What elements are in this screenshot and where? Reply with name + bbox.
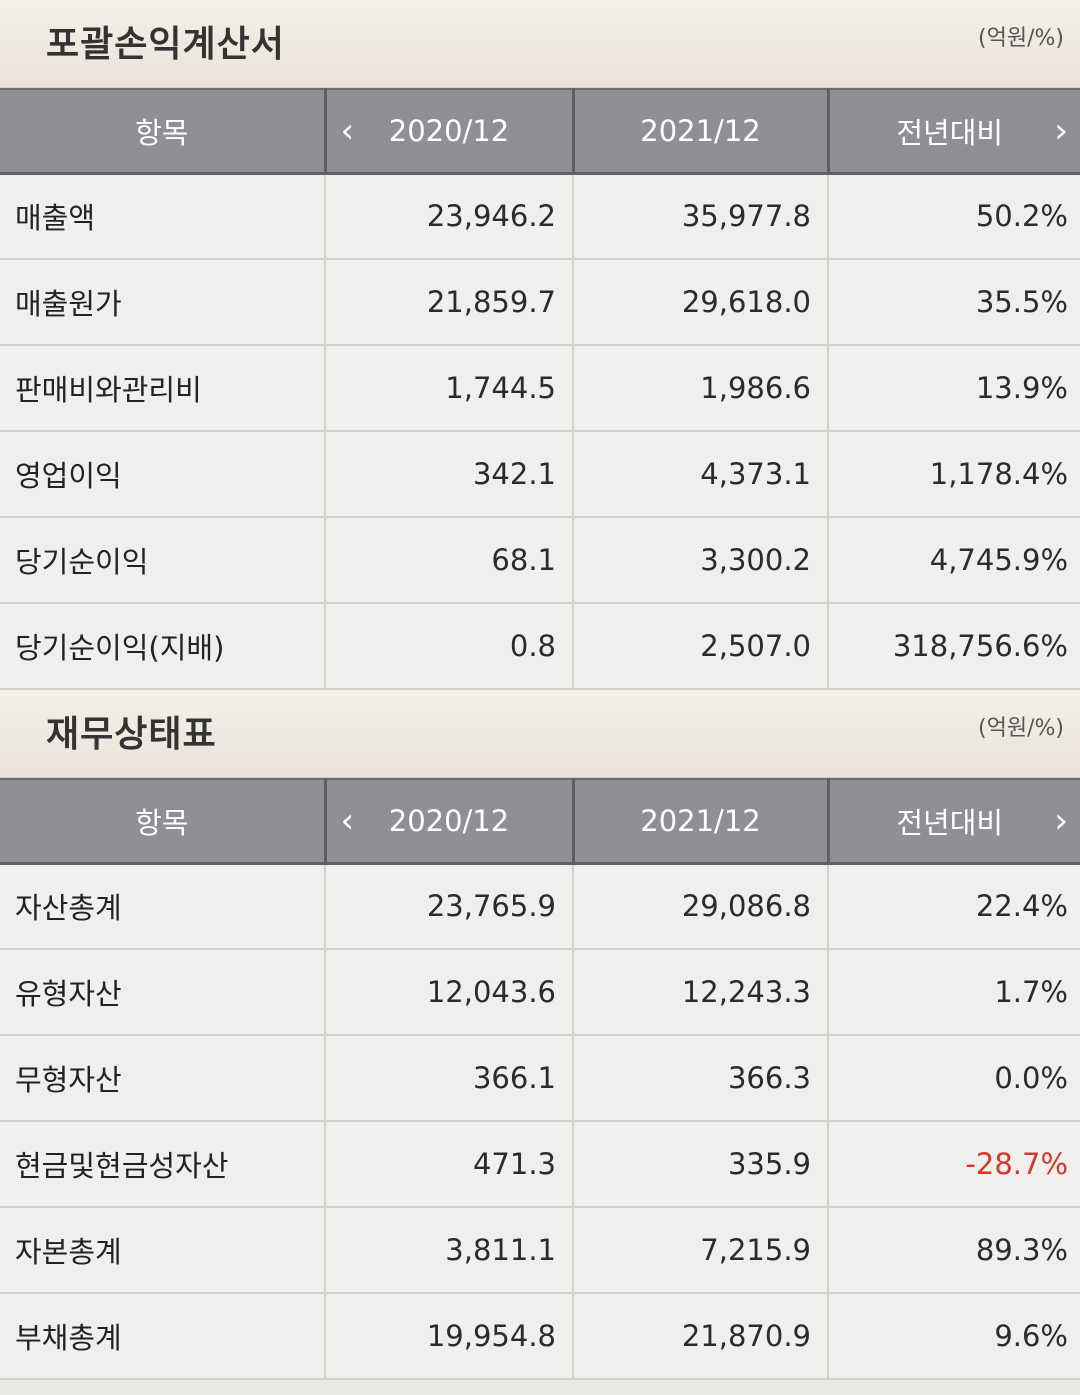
value-yoy: 318,756.6% (828, 603, 1080, 690)
column-header-item-label: 항목 (135, 805, 189, 840)
value-2020: 21,859.7 (325, 259, 574, 346)
value-2020: 19,954.8 (325, 1293, 574, 1380)
unit-label: (억원/%) (978, 716, 1064, 741)
value-2021: 335.9 (573, 1121, 829, 1208)
value-yoy: 1,178.4% (828, 431, 1080, 518)
bottom-spacer (0, 1380, 1080, 1394)
row-label: 매출원가 (0, 259, 326, 346)
table-row: 판매비와관리비 1,744.5 1,986.6 13.9% (0, 345, 1080, 432)
table-row: 매출액 23,946.2 35,977.8 50.2% (0, 173, 1080, 260)
table-row: 부채총계 19,954.8 21,870.9 9.6% (0, 1293, 1080, 1380)
table-row: 자본총계 3,811.1 7,215.9 89.3% (0, 1207, 1080, 1294)
row-label: 당기순이익(지배) (0, 603, 326, 690)
column-header-2020: ‹ 2020/12 (325, 778, 575, 865)
column-header-2020-label: 2020/12 (388, 113, 510, 148)
chevron-left-icon[interactable]: ‹ (340, 800, 355, 841)
row-label: 영업이익 (0, 431, 326, 518)
column-header-yoy: 전년대비 › (828, 778, 1080, 865)
value-2021: 7,215.9 (573, 1207, 829, 1294)
value-2021: 1,986.6 (573, 345, 829, 432)
value-2021: 21,870.9 (573, 1293, 829, 1380)
value-2020: 471.3 (325, 1121, 574, 1208)
table-row: 유형자산 12,043.6 12,243.3 1.7% (0, 949, 1080, 1036)
column-header-yoy-label: 전년대비 (896, 805, 1004, 840)
column-header-2021: 2021/12 (573, 778, 830, 865)
value-2021: 12,243.3 (573, 949, 829, 1036)
column-header-item-label: 항목 (135, 115, 189, 150)
row-label: 판매비와관리비 (0, 345, 326, 432)
value-2020: 366.1 (325, 1035, 574, 1122)
value-2020: 1,744.5 (325, 345, 574, 432)
value-yoy: 50.2% (828, 173, 1080, 260)
row-label: 부채총계 (0, 1293, 326, 1380)
column-header-item: 항목 (0, 88, 327, 175)
column-header-2020-label: 2020/12 (388, 803, 510, 838)
table-row: 영업이익 342.1 4,373.1 1,178.4% (0, 431, 1080, 518)
value-yoy: -28.7% (828, 1121, 1080, 1208)
value-2020: 23,765.9 (325, 863, 574, 950)
value-2020: 0.8 (325, 603, 574, 690)
value-yoy: 1.7% (828, 949, 1080, 1036)
table-row: 자산총계 23,765.9 29,086.8 22.4% (0, 863, 1080, 950)
table-row: 현금및현금성자산 471.3 335.9 -28.7% (0, 1121, 1080, 1208)
unit-label: (억원/%) (978, 26, 1064, 51)
value-yoy: 35.5% (828, 259, 1080, 346)
chevron-right-icon[interactable]: › (1054, 800, 1068, 841)
row-label: 자산총계 (0, 863, 326, 950)
value-2020: 342.1 (325, 431, 574, 518)
value-2020: 23,946.2 (325, 173, 574, 260)
value-yoy: 89.3% (828, 1207, 1080, 1294)
table-row: 매출원가 21,859.7 29,618.0 35.5% (0, 259, 1080, 346)
table-header-row: 항목 ‹ 2020/12 2021/12 전년대비 › (0, 778, 1080, 865)
value-2021: 4,373.1 (573, 431, 829, 518)
value-2020: 68.1 (325, 517, 574, 604)
balance-sheet-header: 재무상태표 (억원/%) (0, 690, 1080, 778)
chevron-left-icon[interactable]: ‹ (340, 110, 355, 151)
value-2021: 29,618.0 (573, 259, 829, 346)
column-header-yoy: 전년대비 › (828, 88, 1080, 175)
value-2020: 3,811.1 (325, 1207, 574, 1294)
column-header-2020: ‹ 2020/12 (325, 88, 575, 175)
column-header-2021-label: 2021/12 (640, 803, 761, 838)
row-label: 유형자산 (0, 949, 326, 1036)
value-2020: 12,043.6 (325, 949, 574, 1036)
row-label: 당기순이익 (0, 517, 326, 604)
value-2021: 35,977.8 (573, 173, 829, 260)
row-label: 자본총계 (0, 1207, 326, 1294)
table-row: 무형자산 366.1 366.3 0.0% (0, 1035, 1080, 1122)
value-yoy: 22.4% (828, 863, 1080, 950)
table-row: 당기순이익 68.1 3,300.2 4,745.9% (0, 517, 1080, 604)
table-header-row: 항목 ‹ 2020/12 2021/12 전년대비 › (0, 88, 1080, 175)
section-title: 재무상태표 (46, 713, 217, 755)
value-yoy: 0.0% (828, 1035, 1080, 1122)
value-2021: 2,507.0 (573, 603, 829, 690)
table-row: 당기순이익(지배) 0.8 2,507.0 318,756.6% (0, 603, 1080, 690)
row-label: 무형자산 (0, 1035, 326, 1122)
income-statement-table: 항목 ‹ 2020/12 2021/12 전년대비 › 매출액 23,946.2… (0, 88, 1080, 690)
value-2021: 366.3 (573, 1035, 829, 1122)
column-header-item: 항목 (0, 778, 327, 865)
balance-sheet-table: 항목 ‹ 2020/12 2021/12 전년대비 › 자산총계 23,765.… (0, 778, 1080, 1380)
section-title: 포괄손익계산서 (46, 23, 285, 65)
value-2021: 3,300.2 (573, 517, 829, 604)
column-header-yoy-label: 전년대비 (896, 115, 1004, 150)
value-yoy: 4,745.9% (828, 517, 1080, 604)
value-2021: 29,086.8 (573, 863, 829, 950)
value-yoy: 9.6% (828, 1293, 1080, 1380)
column-header-2021-label: 2021/12 (640, 113, 761, 148)
income-statement-header: 포괄손익계산서 (억원/%) (0, 0, 1080, 88)
value-yoy: 13.9% (828, 345, 1080, 432)
row-label: 현금및현금성자산 (0, 1121, 326, 1208)
column-header-2021: 2021/12 (573, 88, 830, 175)
chevron-right-icon[interactable]: › (1054, 110, 1068, 151)
row-label: 매출액 (0, 173, 326, 260)
